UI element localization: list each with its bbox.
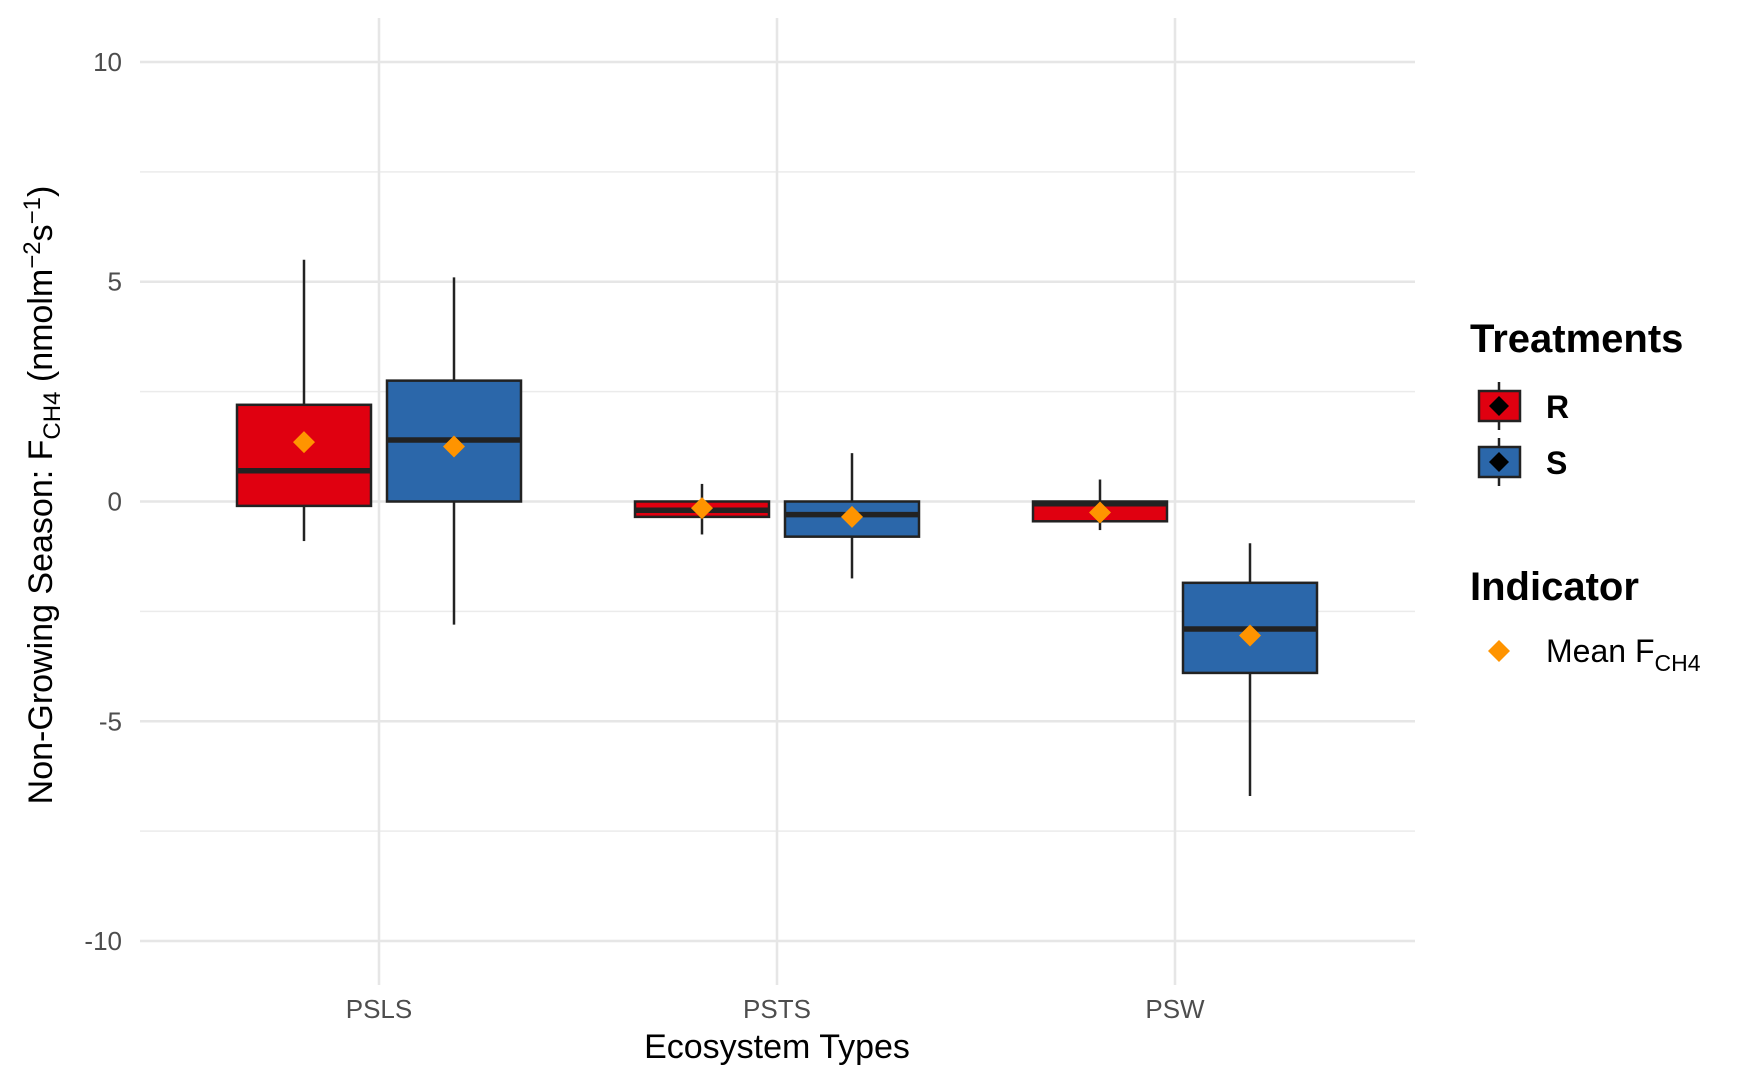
legend-label-mean: Mean FCH4 <box>1546 633 1701 676</box>
box-r-psts <box>633 483 771 535</box>
x-axis-title: Ecosystem Types <box>644 1028 910 1066</box>
y-axis-title: Non-Growing Season: FCH4 (nmolm−2s−1) <box>19 186 66 805</box>
mean-marker <box>443 435 465 458</box>
box-s-psls <box>385 277 523 625</box>
y-tick-label: 5 <box>108 267 122 297</box>
x-tick-label: PSW <box>1145 994 1205 1024</box>
box-s-psts <box>783 453 921 579</box>
y-axis-title-unit-open: (nmolm <box>22 269 60 392</box>
legend: Treatments R S Indicator Mean FCH4 <box>1470 317 1701 676</box>
legend-key-r-mean-icon <box>1489 396 1509 416</box>
y-axis-title-main: Non-Growing Season: F <box>22 440 60 805</box>
mean-marker <box>1089 501 1111 524</box>
y-axis-title-exp2: −1 <box>19 197 46 224</box>
box-layer <box>235 259 1319 796</box>
y-axis-title-exp1: −2 <box>19 241 46 268</box>
box-s-psw <box>1181 543 1319 796</box>
x-tick-label: PSLS <box>346 994 413 1024</box>
y-axis-title-sub: CH4 <box>39 392 66 440</box>
mean-marker <box>841 505 863 528</box>
legend-label-r: R <box>1546 389 1569 425</box>
y-axis-title-unit-close: ) <box>22 186 60 197</box>
box-r-psls <box>235 259 373 542</box>
mean-marker <box>293 431 315 454</box>
legend-treatments-title: Treatments <box>1470 317 1683 361</box>
y-tick-label: 10 <box>93 47 122 77</box>
y-tick-label: -10 <box>84 926 122 956</box>
y-tick-label: 0 <box>108 487 122 517</box>
x-tick-label: PSTS <box>743 994 811 1024</box>
box-r-psw <box>1031 479 1169 531</box>
mean-marker <box>1239 624 1261 647</box>
axis-layer: 10 5 0 -5 -10 PSLS PSTS PSW <box>84 47 1205 1024</box>
legend-label-mean-main: Mean F <box>1546 633 1654 669</box>
legend-label-s: S <box>1546 445 1567 481</box>
legend-mean-marker <box>1488 640 1510 662</box>
mean-marker <box>691 497 713 520</box>
legend-key-r <box>1477 382 1522 430</box>
legend-label-mean-sub: CH4 <box>1654 650 1700 676</box>
legend-key-s <box>1477 438 1522 486</box>
y-axis-title-unit-mid: s <box>22 224 60 241</box>
legend-indicator-title: Indicator <box>1470 565 1639 609</box>
y-tick-label: -5 <box>99 706 122 736</box>
legend-key-s-mean-icon <box>1489 452 1509 472</box>
box-body <box>235 403 373 508</box>
